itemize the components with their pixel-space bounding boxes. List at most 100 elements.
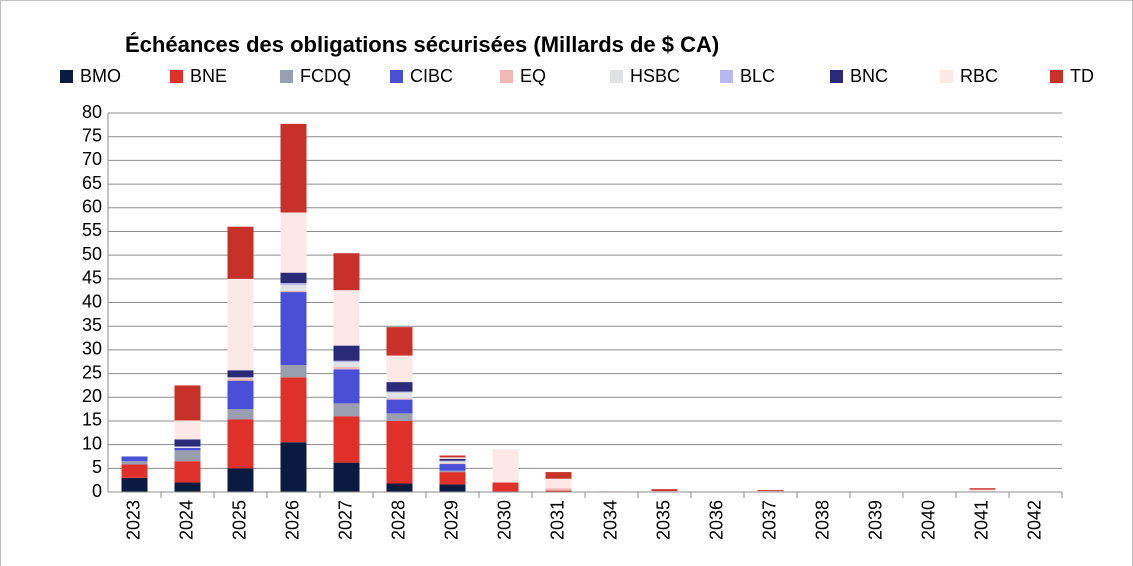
bar-segment: [333, 360, 360, 363]
bar-segment: [386, 413, 413, 421]
bar-segment: [439, 455, 466, 458]
bar-segment: [333, 253, 360, 291]
y-tick-label: 25: [82, 362, 102, 382]
y-tick-label: 40: [82, 291, 102, 311]
legend-label: BLC: [740, 66, 775, 86]
x-tick-label: 2038: [812, 500, 832, 540]
y-tick-label: 15: [82, 410, 102, 430]
bar-segment: [439, 460, 466, 462]
y-tick-label: 30: [82, 339, 102, 359]
legend-label: TD: [1070, 66, 1094, 86]
bar-segment: [439, 463, 466, 465]
bar-segment: [227, 419, 254, 469]
bar-segment: [174, 385, 201, 421]
bar-segment: [333, 362, 360, 367]
bar-segment: [386, 327, 413, 356]
x-tick-label: 2023: [123, 500, 143, 540]
bar-segment: [545, 472, 572, 479]
bar-segment: [492, 449, 519, 483]
bar-segment: [227, 226, 254, 279]
legend-swatch: [170, 70, 183, 83]
bar-segment: [439, 458, 466, 461]
bar-segment: [333, 290, 360, 346]
bar-segment: [280, 292, 307, 366]
y-tick-label: 80: [82, 102, 102, 122]
bar-segment: [439, 461, 466, 464]
bar-segment: [174, 450, 201, 462]
x-tick-label: 2026: [282, 500, 302, 540]
x-tick-label: 2031: [547, 500, 567, 540]
bar-segment: [651, 489, 678, 492]
bar-segment: [333, 369, 360, 404]
bar-segment: [174, 439, 201, 447]
y-tick-label: 5: [92, 457, 102, 477]
bar-segment: [386, 399, 413, 414]
y-tick-label: 35: [82, 315, 102, 335]
bar-segment: [121, 456, 148, 462]
bar-segment: [121, 464, 148, 478]
bar-segment: [386, 382, 413, 392]
legend-swatch: [940, 70, 953, 83]
y-tick-label: 60: [82, 197, 102, 217]
y-tick-label: 55: [82, 220, 102, 240]
bar-segment: [333, 462, 360, 492]
bar-segment: [227, 377, 254, 379]
bar-segment: [227, 278, 254, 371]
bar-segment: [439, 464, 466, 471]
bar-segment: [545, 490, 572, 492]
legend-label: HSBC: [630, 66, 680, 86]
y-tick-label: 10: [82, 433, 102, 453]
bar-segment: [280, 442, 307, 492]
bar-segment: [386, 420, 413, 484]
x-tick-label: 2039: [865, 500, 885, 540]
x-tick-label: 2030: [494, 500, 514, 540]
x-tick-label: 2036: [706, 500, 726, 540]
bar-segment: [174, 482, 201, 492]
bar-segment: [280, 283, 307, 285]
bar-segment: [280, 377, 307, 443]
y-tick-label: 75: [82, 125, 102, 145]
x-tick-label: 2029: [441, 500, 461, 540]
bar-segment: [333, 345, 360, 361]
legend-swatch: [830, 70, 843, 83]
x-tick-label: 2027: [335, 500, 355, 540]
bar-segment: [280, 365, 307, 378]
bar-segment: [439, 457, 466, 459]
bar-segment: [386, 392, 413, 399]
bar-segment: [492, 482, 519, 492]
x-tick-label: 2037: [759, 500, 779, 540]
bar-segment: [969, 488, 996, 490]
bar-segment: [386, 483, 413, 492]
y-tick-label: 70: [82, 149, 102, 169]
x-tick-label: 2040: [918, 500, 938, 540]
bar-segment: [280, 272, 307, 284]
bar-segment: [227, 468, 254, 492]
x-tick-label: 2042: [1024, 500, 1044, 540]
legend-label: EQ: [520, 66, 546, 86]
bar-segment: [280, 290, 307, 293]
bar-segment: [174, 447, 201, 451]
x-tick-label: 2025: [229, 500, 249, 540]
bar-segment: [386, 355, 413, 383]
bar-segment: [174, 420, 201, 440]
bar-segment: [227, 409, 254, 420]
y-tick-label: 45: [82, 268, 102, 288]
bar-segment: [439, 472, 466, 485]
x-tick-label: 2024: [176, 500, 196, 540]
legend-label: BNE: [190, 66, 227, 86]
x-tick-label: 2041: [971, 500, 991, 540]
bar-segment: [333, 366, 360, 370]
bar-segment: [969, 489, 996, 492]
legend-label: RBC: [960, 66, 998, 86]
legend-swatch: [60, 70, 73, 83]
x-tick-label: 2034: [600, 500, 620, 540]
y-tick-label: 0: [92, 481, 102, 501]
y-tick-label: 65: [82, 173, 102, 193]
bar-segment: [280, 123, 307, 213]
legend-label: CIBC: [410, 66, 453, 86]
legend-label: BNC: [850, 66, 888, 86]
legend-swatch: [280, 70, 293, 83]
legend-swatch: [500, 70, 513, 83]
bar-segment: [174, 461, 201, 483]
